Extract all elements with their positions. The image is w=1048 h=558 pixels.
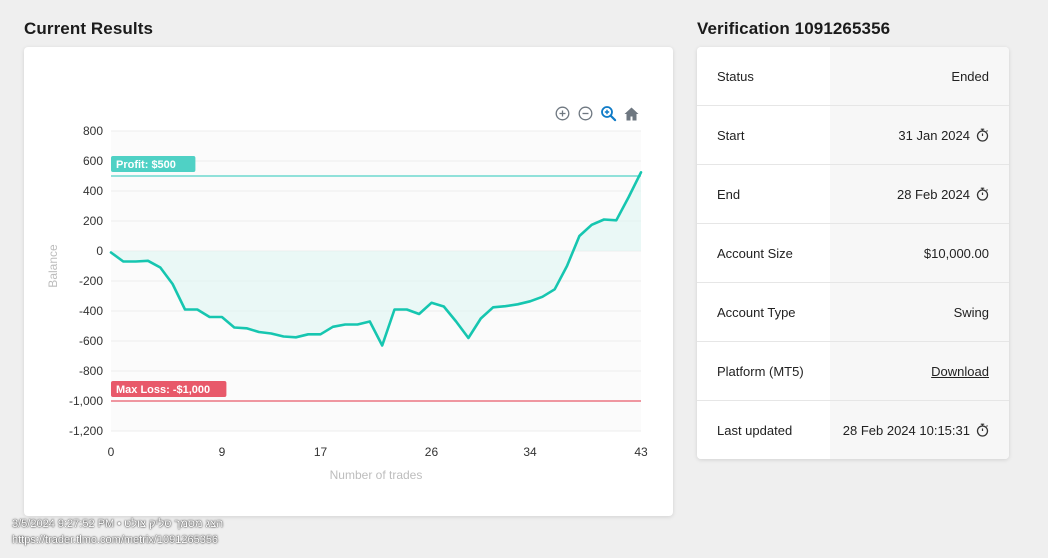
chart-toolbar [553,104,641,123]
y-tick-label: 600 [83,154,103,168]
info-label: Account Size [697,224,830,282]
info-label: Platform (MT5) [697,342,830,400]
print-url: https://trader.tlmo.com/metrix/109126535… [12,534,219,546]
x-tick-label: 34 [523,445,537,459]
balance-area [111,172,641,346]
y-axis-title: Balance [46,244,60,288]
row-divider [697,400,1009,401]
info-label: Last updated [697,401,830,459]
info-row-status: Status Ended [697,47,1009,105]
download-link[interactable]: Download [931,363,989,379]
x-axis-title: Number of trades [330,468,423,482]
info-label: Start [697,106,830,164]
info-value: 28 Feb 2024 10:15:31 [830,401,1009,459]
row-divider [697,164,1009,165]
verification-info-card: Status Ended Start 31 Jan 2024 End 28 Fe… [697,47,1009,459]
info-label: Status [697,47,830,105]
stopwatch-icon [976,187,989,201]
y-tick-label: 200 [83,214,103,228]
x-tick-label: 0 [108,445,115,459]
info-row-start: Start 31 Jan 2024 [697,106,1009,164]
verification-title: Verification 1091265356 [697,19,891,38]
zoom-in-icon[interactable] [553,104,572,123]
info-label: Account Type [697,283,830,341]
account-type-value: Swing [953,304,989,320]
magnifier-icon[interactable] [599,104,618,123]
info-row-end: End 28 Feb 2024 [697,165,1009,223]
info-value: Download [830,342,1009,400]
profit-target-badge [111,156,196,172]
y-tick-label: -1,200 [69,424,103,438]
results-title: Current Results [24,19,154,38]
max-loss-badge [111,381,227,397]
print-timestamp: 3/5/2024 9:27:52 PM • הצג מסמך סליק צולט [12,518,224,530]
y-tick-label: -800 [79,364,103,378]
stopwatch-icon [976,423,989,437]
stopwatch-icon [976,128,989,142]
info-value: Swing [830,283,1009,341]
balance-chart: 800 600 400 200 0 -200 -400 -600 -800 -1,000 -1,20… [46,124,648,482]
y-tick-label: -200 [79,274,103,288]
profit-target-label: Profit: $500 [116,159,176,171]
y-tick-label: -400 [79,304,103,318]
y-tick-label: 800 [83,124,103,138]
info-value: 31 Jan 2024 [830,106,1009,164]
info-label: End [697,165,830,223]
row-divider [697,341,1009,342]
info-value: Ended [830,47,1009,105]
info-row-account-type: Account Type Swing [697,283,1009,341]
end-value: 28 Feb 2024 [896,186,970,202]
info-row-account-size: Account Size $10,000.00 [697,224,1009,282]
zoom-out-icon[interactable] [576,104,595,123]
info-value: 28 Feb 2024 [830,165,1009,223]
y-tick-label: 400 [83,184,103,198]
account-size-value: $10,000.00 [923,245,989,261]
info-value: $10,000.00 [830,224,1009,282]
row-divider [697,282,1009,283]
y-tick-label: -600 [79,334,103,348]
x-tick-label: 26 [425,445,439,459]
y-tick-label: 0 [96,244,103,258]
y-tick-label: -1,000 [69,394,103,408]
status-value: Ended [951,68,989,84]
x-tick-label: 17 [314,445,328,459]
results-chart-card: 800 600 400 200 0 -200 -400 -600 -800 -1,000 -1,20… [24,47,673,516]
max-loss-label: Max Loss: -$1,000 [116,384,210,396]
info-row-last-updated: Last updated 28 Feb 2024 10:15:31 [697,401,1009,459]
balance-line [109,171,643,347]
x-tick-label: 43 [634,445,648,459]
start-value: 31 Jan 2024 [898,127,970,143]
last-updated-value: 28 Feb 2024 10:15:31 [842,422,970,438]
home-icon[interactable] [622,104,641,123]
row-divider [697,223,1009,224]
info-row-platform: Platform (MT5) Download [697,342,1009,400]
x-tick-label: 9 [219,445,226,459]
row-divider [697,105,1009,106]
